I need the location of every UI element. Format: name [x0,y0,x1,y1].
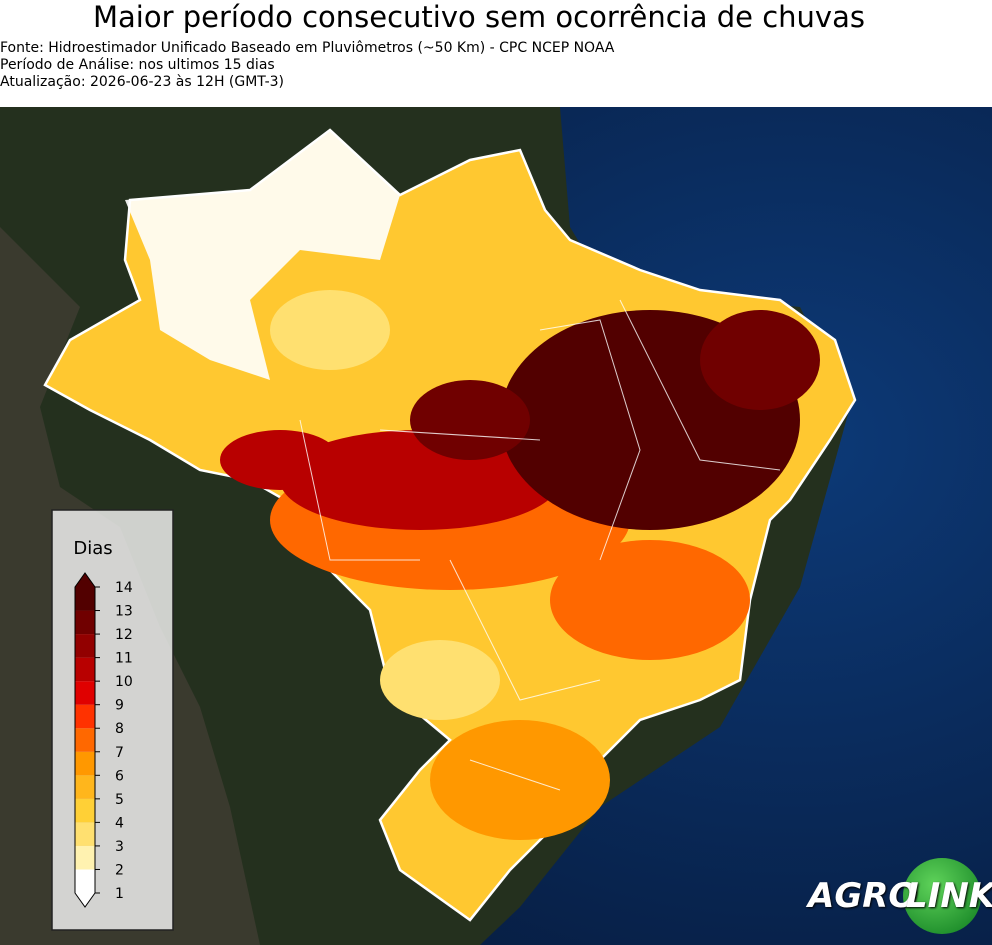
colorbar-segment [75,587,95,611]
colorbar-tick-label: 13 [115,604,133,620]
colorbar-segment [75,704,95,729]
logo-text-right: LINK [906,876,992,916]
subtitle: Período de Análise: nos ultimos 15 dias [0,57,275,73]
colorbar-tick-label: 12 [115,627,133,643]
colorbar-segment [75,822,95,846]
colorbar-tick-label: 8 [115,721,124,737]
logo: AGRO LINK [808,858,992,934]
colorbar-tick-label: 4 [115,815,124,831]
colorbar-tick-label: 2 [115,862,124,878]
colorbar-tick-label: 3 [115,839,124,855]
colorbar-extend-min [75,893,95,907]
colorbar-segment [75,845,95,870]
colorbar-tick-label: 11 [115,651,133,667]
logo-text-left: AGRO [808,876,918,916]
colorbar-segment [75,751,95,776]
brazil [43,128,857,922]
colorbar-segment [75,681,95,705]
legend-box [51,509,174,931]
subtitle: Atualização: 2026-06-23 às 12H (GMT-3) [0,74,284,90]
colorbar-segment [75,775,95,799]
colorbar-segment [75,610,95,635]
colorbar-segment [75,657,95,682]
colorbar-segment [75,728,95,752]
colorbar-tick-label: 7 [115,745,124,761]
logo-circle [903,858,981,934]
colorbar-tick-label: 10 [115,674,133,690]
colorbar-tick-label: 6 [115,768,124,784]
colorbar-segment [75,634,95,658]
subtitle: Fonte: Hidroestimador Unificado Baseado … [0,40,615,56]
colorbar-segment [75,798,95,823]
colorbar-tick-label: 9 [115,698,124,714]
legend-title: Dias [73,538,112,559]
colorbar-tick-label: 14 [115,580,133,596]
colorbar-tick-label: 5 [115,792,124,808]
colorbar-extend-max [75,573,95,587]
colorbar-segment [75,869,95,893]
colorbar-tick-label: 1 [115,886,124,902]
title: Maior período consecutivo sem ocorrência… [93,0,865,34]
